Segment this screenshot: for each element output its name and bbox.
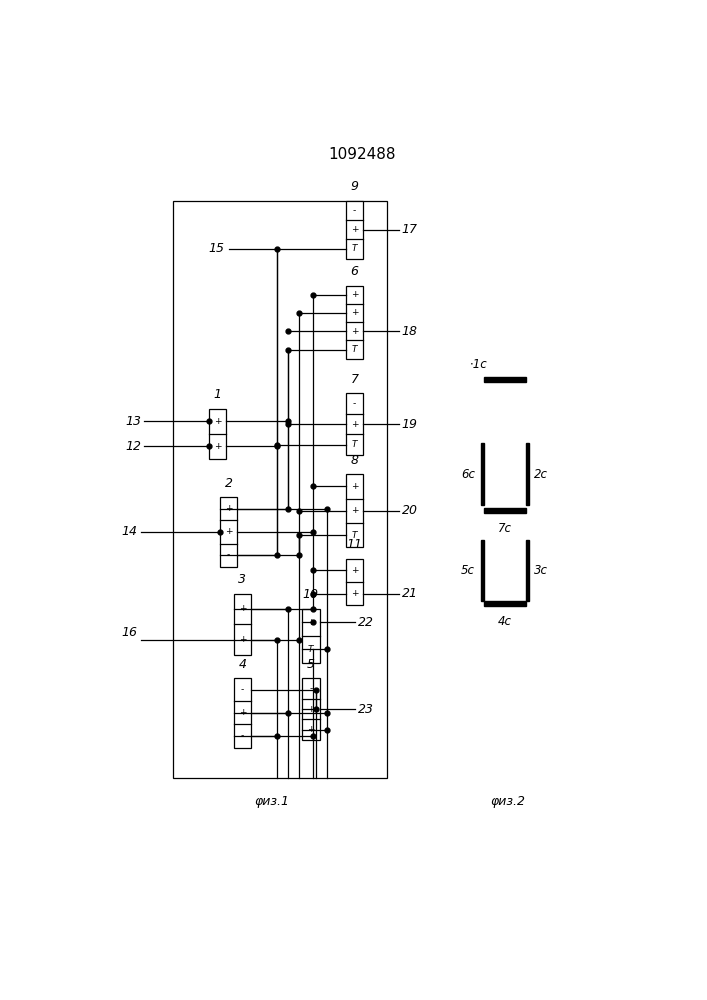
Text: 1092488: 1092488: [329, 147, 396, 162]
Bar: [484, 601, 525, 606]
Text: T: T: [308, 645, 314, 654]
Text: 9: 9: [351, 180, 358, 193]
Text: -: -: [353, 206, 356, 215]
Text: 15: 15: [209, 242, 224, 255]
Text: +: +: [238, 635, 246, 644]
Text: +: +: [225, 504, 233, 513]
Text: 21: 21: [402, 587, 418, 600]
Bar: [484, 508, 525, 513]
Text: 16: 16: [122, 626, 138, 639]
Bar: [209, 409, 226, 459]
Text: +: +: [351, 225, 358, 234]
Text: 6: 6: [351, 265, 358, 278]
Text: 10: 10: [303, 588, 319, 601]
Bar: [220, 497, 238, 567]
Text: 19: 19: [402, 418, 418, 431]
Bar: [346, 201, 363, 259]
Text: 6c: 6c: [461, 468, 475, 481]
Bar: [525, 443, 529, 505]
Text: T: T: [352, 244, 358, 253]
Bar: [302, 609, 320, 663]
Text: 23: 23: [358, 703, 374, 716]
Text: +: +: [214, 417, 221, 426]
Text: T: T: [352, 531, 358, 540]
Text: 2: 2: [225, 477, 233, 490]
Text: 1: 1: [214, 388, 222, 401]
Text: 20: 20: [402, 504, 418, 517]
Text: +: +: [351, 327, 358, 336]
Text: 7: 7: [351, 373, 358, 386]
Text: +: +: [351, 420, 358, 429]
Bar: [173, 201, 387, 778]
Text: +: +: [351, 482, 358, 491]
Text: 17: 17: [402, 223, 418, 236]
Text: T: T: [352, 345, 358, 354]
Text: -: -: [309, 684, 312, 693]
Text: 2c: 2c: [534, 468, 549, 481]
Text: 5c: 5c: [461, 564, 475, 577]
Text: 18: 18: [402, 325, 418, 338]
Text: +: +: [307, 725, 315, 734]
Text: 11: 11: [346, 538, 363, 551]
Text: 4: 4: [238, 658, 246, 671]
Bar: [233, 594, 251, 655]
Text: +: +: [351, 290, 358, 299]
Text: -: -: [240, 732, 244, 740]
Text: +: +: [351, 566, 358, 575]
Text: 3c: 3c: [534, 564, 549, 577]
Text: 3: 3: [238, 573, 246, 586]
Text: φиз.1: φиз.1: [255, 795, 289, 808]
Text: T: T: [352, 440, 358, 449]
Text: -: -: [227, 551, 230, 560]
Bar: [346, 286, 363, 359]
Text: +: +: [238, 604, 246, 613]
Text: +: +: [351, 308, 358, 317]
Text: 8: 8: [351, 454, 358, 466]
Bar: [484, 377, 525, 382]
Text: 22: 22: [358, 616, 374, 629]
Text: 14: 14: [122, 525, 138, 538]
Text: +: +: [351, 506, 358, 515]
Bar: [481, 540, 484, 601]
Text: 12: 12: [125, 440, 141, 453]
Text: +: +: [307, 618, 315, 627]
Bar: [233, 678, 251, 748]
Text: +: +: [307, 705, 315, 714]
Bar: [346, 393, 363, 455]
Text: +: +: [214, 442, 221, 451]
Text: 4c: 4c: [498, 615, 512, 628]
Text: +: +: [351, 589, 358, 598]
Text: +: +: [238, 708, 246, 717]
Bar: [302, 678, 320, 740]
Text: ⋅1c: ⋅1c: [469, 358, 487, 371]
Bar: [525, 540, 529, 601]
Text: 13: 13: [125, 415, 141, 428]
Text: φиз.2: φиз.2: [490, 795, 525, 808]
Bar: [481, 443, 484, 505]
Text: +: +: [225, 527, 233, 536]
Text: 5: 5: [307, 658, 315, 671]
Bar: [346, 559, 363, 605]
Text: -: -: [353, 399, 356, 408]
Text: 7c: 7c: [498, 522, 512, 535]
Bar: [346, 474, 363, 547]
Text: -: -: [240, 685, 244, 694]
